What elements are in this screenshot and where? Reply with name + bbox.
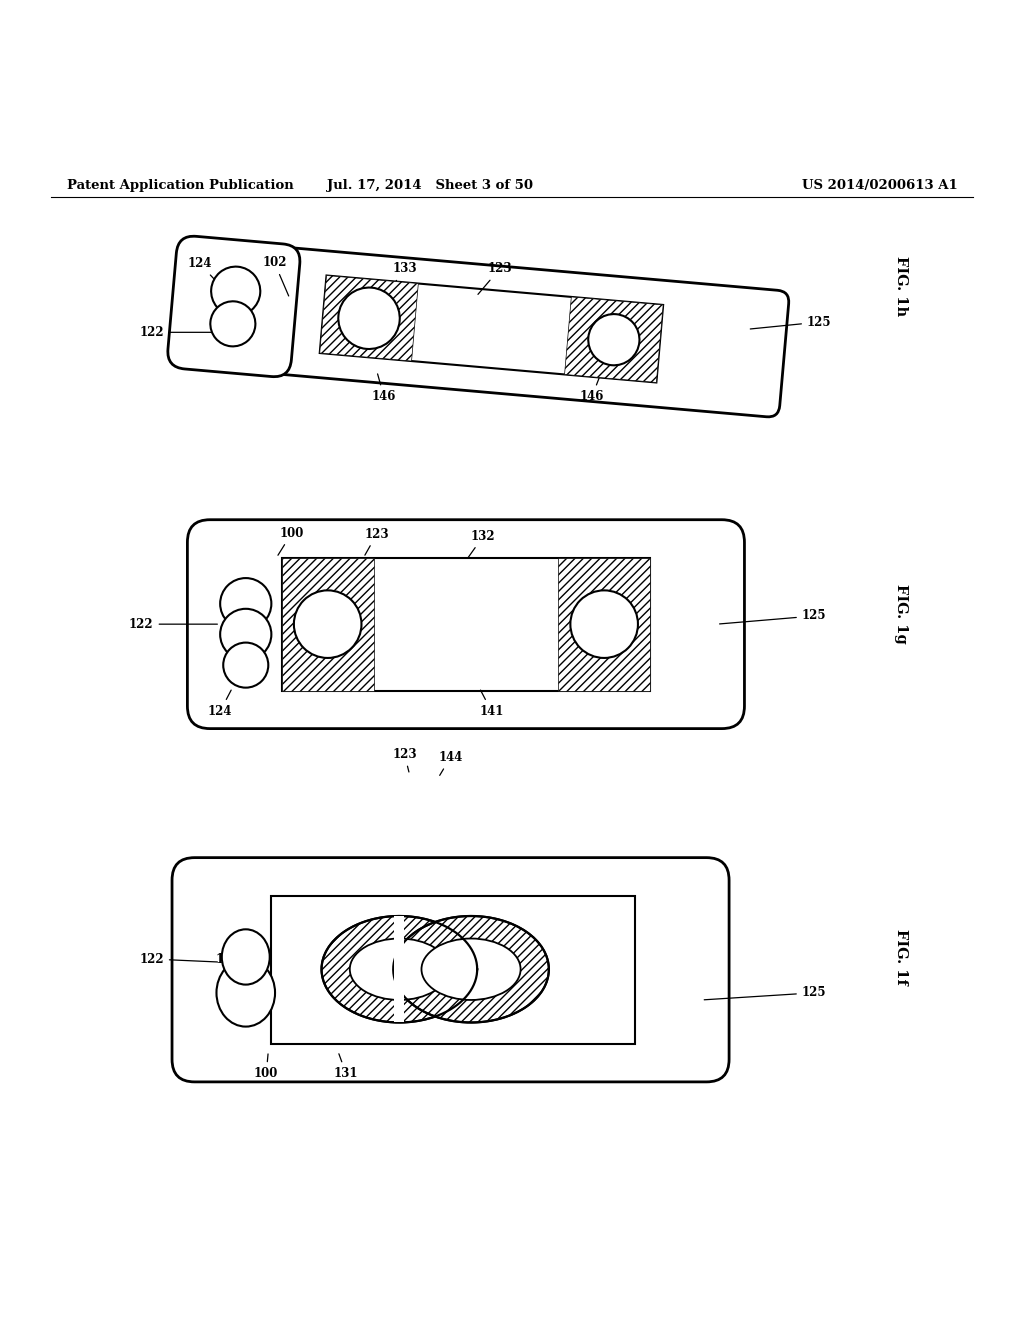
Text: 144: 144 — [438, 751, 463, 775]
Circle shape — [211, 267, 260, 315]
Text: 123: 123 — [392, 747, 417, 772]
Circle shape — [223, 643, 268, 688]
Text: 123: 123 — [478, 263, 512, 294]
FancyBboxPatch shape — [187, 520, 744, 729]
Ellipse shape — [393, 916, 549, 1023]
Circle shape — [210, 301, 255, 346]
Text: 146: 146 — [580, 372, 604, 404]
Text: 125: 125 — [705, 986, 826, 999]
FancyBboxPatch shape — [168, 236, 300, 376]
Bar — [319, 276, 664, 383]
Text: 141: 141 — [479, 690, 504, 718]
Text: Jul. 17, 2014   Sheet 3 of 50: Jul. 17, 2014 Sheet 3 of 50 — [327, 180, 534, 193]
Text: 124: 124 — [208, 690, 232, 718]
Bar — [319, 276, 419, 362]
Circle shape — [570, 590, 638, 657]
Circle shape — [220, 609, 271, 660]
Text: 100: 100 — [254, 1053, 279, 1080]
Text: 124: 124 — [215, 953, 254, 978]
Bar — [394, 916, 404, 1023]
Bar — [282, 557, 374, 690]
Ellipse shape — [350, 939, 449, 1001]
Ellipse shape — [222, 929, 269, 985]
Text: 122: 122 — [139, 953, 217, 965]
Text: 100: 100 — [278, 527, 304, 556]
Text: FIG. 1h: FIG. 1h — [894, 256, 908, 317]
Ellipse shape — [322, 916, 477, 1023]
Text: US 2014/0200613 A1: US 2014/0200613 A1 — [802, 180, 957, 193]
Text: 102: 102 — [262, 256, 289, 296]
Text: 125: 125 — [751, 315, 831, 329]
Bar — [282, 557, 650, 690]
Text: 123: 123 — [365, 528, 389, 556]
Text: 122: 122 — [129, 618, 217, 631]
Circle shape — [220, 578, 271, 630]
Text: 133: 133 — [386, 263, 417, 296]
FancyBboxPatch shape — [245, 246, 788, 417]
Text: 125: 125 — [720, 610, 826, 624]
Circle shape — [294, 590, 361, 657]
Text: FIG. 1f: FIG. 1f — [894, 929, 908, 985]
Text: FIG. 1g: FIG. 1g — [894, 583, 908, 644]
Circle shape — [588, 314, 639, 366]
Text: 146: 146 — [372, 374, 396, 404]
Circle shape — [338, 288, 399, 348]
Text: 122: 122 — [139, 326, 220, 339]
Text: 132: 132 — [468, 529, 496, 558]
Text: 124: 124 — [187, 257, 231, 297]
Ellipse shape — [422, 939, 520, 1001]
Ellipse shape — [216, 960, 275, 1027]
Text: Patent Application Publication: Patent Application Publication — [67, 180, 293, 193]
Text: 131: 131 — [334, 1053, 358, 1080]
Bar — [564, 297, 664, 383]
Bar — [271, 895, 635, 1044]
FancyBboxPatch shape — [172, 858, 729, 1082]
Bar — [558, 557, 650, 690]
